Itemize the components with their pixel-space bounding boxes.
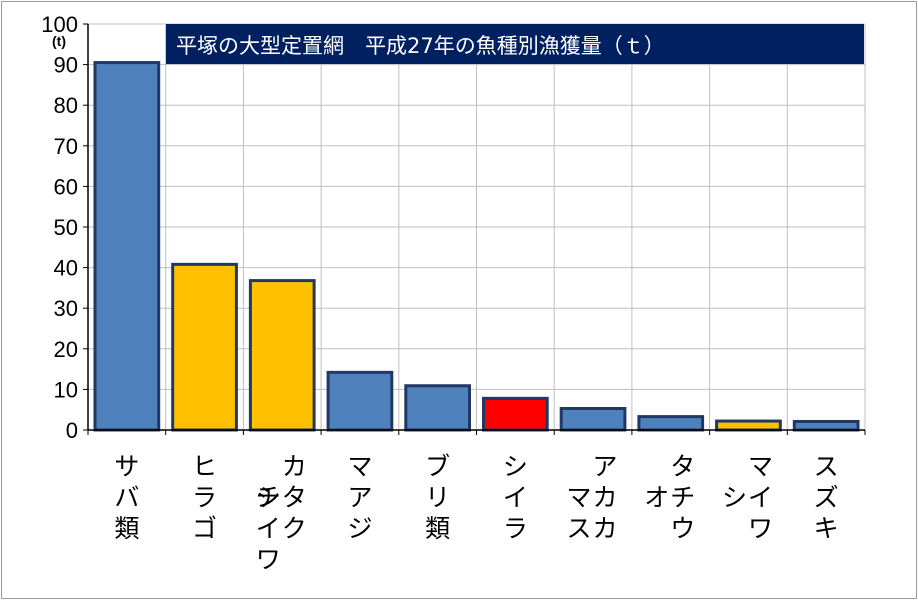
category-glyph: 類 bbox=[114, 514, 139, 543]
category-glyph: シ bbox=[256, 483, 281, 512]
category-glyph: ス bbox=[814, 452, 839, 481]
y-tick-label: 30 bbox=[54, 296, 78, 321]
y-tick-label: 80 bbox=[54, 93, 78, 118]
bar bbox=[637, 415, 705, 432]
x-category-label: ヒラゴ bbox=[192, 452, 217, 543]
bar bbox=[792, 419, 860, 432]
chart-title-background bbox=[166, 24, 864, 64]
category-glyph: オ bbox=[644, 483, 669, 512]
category-glyph: 類 bbox=[425, 514, 450, 543]
y-tick-label: 40 bbox=[54, 256, 78, 281]
y-tick-label: 50 bbox=[54, 215, 78, 240]
y-tick-labels: 0 10 20 30 40 50 60 70 80 90 100 bbox=[41, 12, 78, 443]
category-glyph: カ bbox=[593, 514, 618, 543]
category-glyph: ワ bbox=[748, 514, 773, 543]
bar bbox=[248, 279, 316, 432]
category-glyph: ア bbox=[347, 483, 372, 512]
category-glyph: ア bbox=[593, 452, 618, 481]
category-glyph: ヒ bbox=[192, 452, 217, 481]
y-tick-label: 70 bbox=[54, 134, 78, 159]
category-glyph: キ bbox=[814, 514, 839, 543]
category-glyph: ラ bbox=[192, 483, 217, 512]
bar bbox=[481, 396, 549, 432]
x-category-label: マアジ bbox=[347, 452, 372, 543]
category-glyph: ジ bbox=[347, 514, 372, 543]
x-category-label: サバ類 bbox=[114, 452, 139, 543]
category-glyph: カ bbox=[593, 483, 618, 512]
y-tick-label: 100 bbox=[41, 12, 78, 37]
category-glyph: タ bbox=[670, 452, 695, 481]
bar bbox=[93, 61, 161, 432]
bars bbox=[93, 61, 860, 432]
category-glyph: マ bbox=[567, 483, 592, 512]
category-glyph: シ bbox=[722, 483, 747, 512]
bar bbox=[715, 419, 782, 432]
chart-title-banner: 平塚の大型定置網 平成27年の魚種別漁獲量（ｔ） bbox=[166, 24, 864, 64]
category-glyph: チ bbox=[670, 483, 695, 512]
bar bbox=[559, 406, 627, 432]
category-glyph: サ bbox=[114, 452, 139, 481]
y-tick-label: 0 bbox=[66, 418, 78, 443]
category-glyph: ズ bbox=[814, 483, 839, 512]
x-category-label: スズキ bbox=[814, 452, 839, 543]
category-glyph: ワ bbox=[256, 545, 281, 574]
category-glyph: タ bbox=[282, 483, 307, 512]
category-glyph: イ bbox=[256, 514, 281, 543]
bar bbox=[171, 262, 238, 432]
category-glyph: マ bbox=[748, 452, 773, 481]
bar bbox=[326, 370, 394, 432]
category-glyph: ラ bbox=[503, 514, 528, 543]
category-glyph: イ bbox=[748, 483, 773, 512]
category-glyph: シ bbox=[503, 452, 528, 481]
y-tick-label: 10 bbox=[54, 377, 78, 402]
y-tick-label: 60 bbox=[54, 174, 78, 199]
y-tick-label: 20 bbox=[54, 337, 78, 362]
category-glyph: カ bbox=[282, 452, 307, 481]
chart-title: 平塚の大型定置網 平成27年の魚種別漁獲量（ｔ） bbox=[176, 34, 665, 58]
category-glyph: ク bbox=[282, 514, 307, 543]
category-glyph: ウ bbox=[670, 514, 695, 543]
y-unit-label: (t) bbox=[52, 33, 66, 49]
axes bbox=[83, 23, 866, 435]
category-glyph: リ bbox=[425, 483, 450, 512]
x-category-label: ブリ類 bbox=[425, 452, 450, 543]
x-category-label: シイラ bbox=[503, 452, 528, 543]
category-glyph: イ bbox=[503, 483, 528, 512]
bar bbox=[404, 384, 472, 432]
category-glyph: ゴ bbox=[192, 514, 217, 543]
category-glyph: バ bbox=[114, 483, 139, 512]
y-tick-label: 90 bbox=[54, 53, 78, 78]
category-glyph: ブ bbox=[425, 452, 450, 481]
category-glyph: チ bbox=[256, 483, 281, 512]
category-glyph: ス bbox=[567, 514, 592, 543]
category-glyph: マ bbox=[347, 452, 372, 481]
